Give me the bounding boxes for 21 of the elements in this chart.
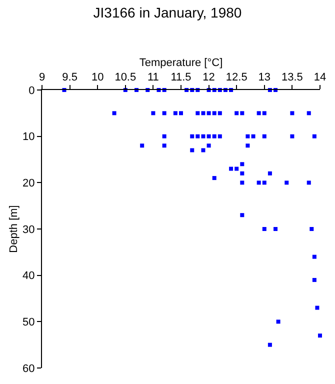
y-tick-label: 40 bbox=[22, 270, 35, 282]
x-tick-label: 9 bbox=[38, 72, 46, 84]
chart-title: JI3166 in January, 1980 bbox=[93, 4, 242, 20]
y-tick-label: 10 bbox=[22, 131, 35, 144]
x-tick-label: 13.5 bbox=[281, 72, 303, 84]
x-tick-label: 9.5 bbox=[62, 72, 78, 84]
y-tick-label: 0 bbox=[28, 84, 35, 97]
y-tick-label: 60 bbox=[22, 362, 35, 375]
y-tick-label: 30 bbox=[22, 224, 35, 236]
x-tick-label: 14 bbox=[314, 72, 326, 84]
x-tick-label: 10.5 bbox=[114, 72, 136, 84]
y-tick-label: 50 bbox=[22, 316, 35, 329]
x-tick-label: 12 bbox=[202, 72, 215, 84]
x-tick-label: 11 bbox=[147, 72, 159, 84]
y-axis-title: Depth [m] bbox=[8, 205, 20, 253]
x-axis-title: Temperature [°C] bbox=[139, 57, 223, 70]
x-tick-label: 11.5 bbox=[170, 72, 192, 84]
x-tick-label: 13 bbox=[258, 72, 271, 84]
y-tick-label: 20 bbox=[22, 178, 35, 190]
x-tick-label: 10 bbox=[91, 72, 104, 84]
x-tick-label: 12.5 bbox=[226, 72, 248, 84]
